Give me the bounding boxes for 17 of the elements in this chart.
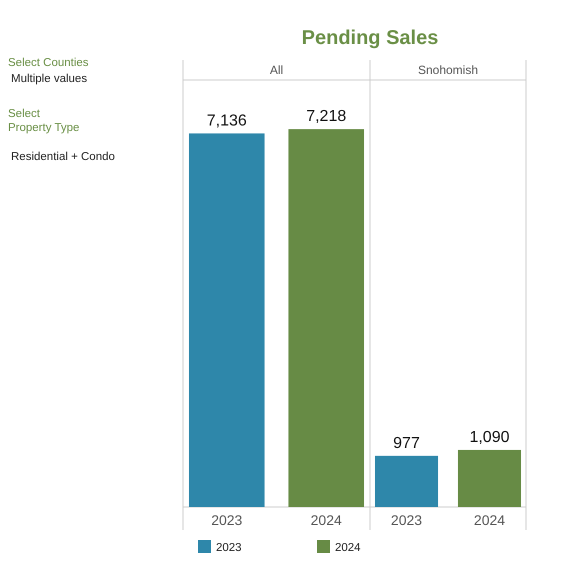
legend-label: 2024 [335, 542, 362, 554]
text: Residential + Condo [11, 151, 115, 163]
x-tick-label: 2024 [310, 512, 342, 528]
x-tick-label: 2023 [211, 512, 243, 528]
data-label: 7,136 [206, 112, 247, 130]
data-label: 977 [393, 434, 420, 452]
legend-label: 2023 [216, 542, 242, 554]
x-tick-label: 2023 [390, 512, 422, 528]
chart-subtitle: Snohomish [418, 63, 478, 77]
x-tick-label: 2024 [474, 512, 506, 528]
data-label: 1,090 [469, 428, 510, 446]
text: Select Property Type [8, 108, 80, 134]
chart-title: Pending Sales [302, 27, 438, 49]
text: Select Counties [8, 57, 89, 69]
data-label: 7,218 [306, 108, 346, 126]
chart-subtitle: All [270, 63, 284, 77]
text: Multiple values [11, 73, 88, 85]
